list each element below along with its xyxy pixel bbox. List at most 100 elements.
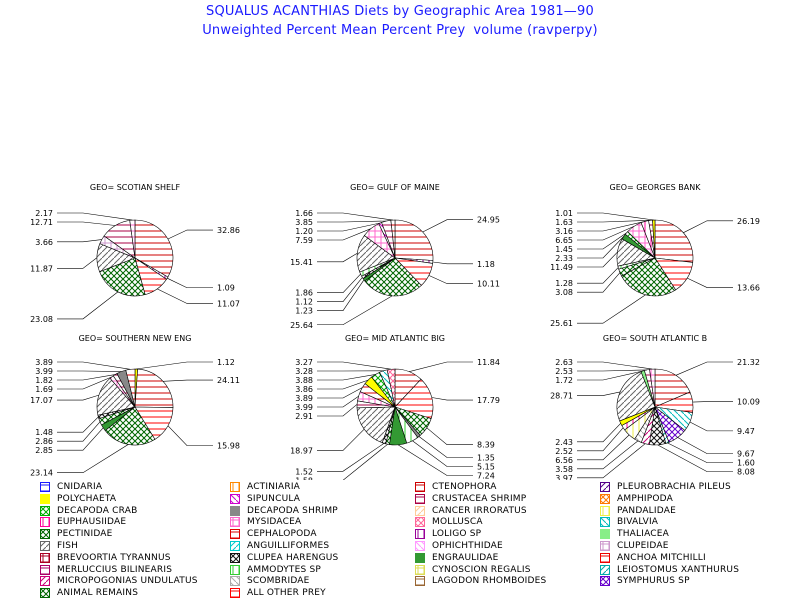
leader-line (317, 443, 385, 472)
legend-item-scombridae: SCOMBRIDAE (230, 575, 310, 587)
leader-line (57, 444, 129, 474)
slice-value-label: 11.49 (550, 263, 573, 272)
slice-value-label: 13.66 (737, 284, 760, 293)
legend-label: PECTINIDAE (57, 529, 113, 540)
slice-value-label: 1.12 (295, 298, 313, 307)
leader-line (577, 369, 648, 372)
legend-item-decapoda-crab: DECAPODA CRAB (40, 505, 137, 517)
legend-label: LEIOSTOMUS XANTHURUS (617, 564, 740, 575)
slice-value-label: 28.71 (550, 392, 573, 401)
pie-chart-5: GEO= MID ATLANTIC BIG 11.84 17.79 8.39 1.355… (290, 334, 500, 480)
leader-line (317, 252, 358, 263)
pie-chart-4: GEO= SOUTHERN NEW ENG 1.12 24.11 15.98 3.893… (30, 334, 240, 478)
leader-line (136, 361, 213, 370)
leader-line (426, 427, 473, 445)
legend-swatch (230, 493, 240, 504)
leader-line (167, 229, 213, 240)
slice-value-label: 2.17 (35, 209, 53, 218)
legend-swatch (600, 541, 610, 551)
legend-label: ANCHOA MITCHILLI (617, 552, 706, 563)
leader-line (57, 291, 119, 320)
slice-value-label: 1.72 (555, 376, 573, 385)
slice-value-label: 2.33 (555, 254, 573, 263)
slice-value-label: 2.85 (35, 446, 53, 455)
leader-line (577, 251, 618, 268)
slice-value-label: 3.58 (555, 465, 573, 474)
leader-line (577, 232, 627, 250)
leader-line (577, 427, 624, 452)
legend-label: CYNOSCION REGALIS (432, 564, 531, 575)
leader-line (577, 370, 643, 381)
legend-label: ACTINIARIA (247, 482, 301, 492)
slice-value-label: 3.88 (295, 376, 313, 385)
slice-value-label: 11.84 (477, 358, 500, 367)
slice-value-label: 24.95 (477, 216, 500, 225)
leader-line (317, 387, 363, 399)
leader-line (577, 226, 635, 241)
leader-line (667, 442, 733, 463)
slice-value-label: 2.43 (555, 438, 573, 447)
pie-title: GEO= SCOTIAN SHELF (90, 183, 181, 192)
slice-value-label: 8.39 (477, 441, 495, 450)
legend-item-animal-remains: ANIMAL REMAINS (40, 587, 138, 599)
slice-value-label: 3.89 (35, 358, 53, 367)
leader-line (317, 374, 376, 381)
leader-line (408, 361, 473, 372)
slice-value-label: 1.52 (295, 467, 313, 476)
leader-line (577, 294, 646, 324)
pie-chart-6: GEO= SOUTH ATLANTIC B21.3210.099.479.671… (550, 334, 760, 480)
legend-label: MOLLUSCA (432, 517, 483, 528)
legend-item-bivalvia: BIVALVIA (600, 516, 658, 528)
legend-item-all-other-prey: ALL OTHER PREY (230, 587, 326, 599)
legend-label: POLYCHAETA (57, 493, 117, 504)
leader-line (692, 401, 733, 403)
leader-line (577, 267, 619, 284)
legend-label: DECAPODA CRAB (57, 505, 138, 516)
slice-value-label: 10.09 (737, 398, 760, 407)
leader-line (317, 361, 392, 370)
pie-chart-2: GEO= GULF OF MAINE 24.95 1.18 10.11 1.663.85… (290, 183, 500, 330)
legend-swatch (230, 564, 240, 575)
legend-swatch (230, 505, 240, 516)
legend-label: PANDALIDAE (617, 505, 676, 516)
legend-item-ophichthidae: OPHICHTHIDAE (415, 540, 503, 552)
pie-slice-all-other-prey (394, 378, 434, 420)
slice-value-label: 9.47 (737, 427, 755, 436)
legend-item-fish: FISH (40, 540, 78, 552)
legend-swatch (600, 564, 610, 575)
legend-swatch (40, 588, 50, 599)
slice-value-label: 6.56 (555, 456, 573, 465)
legend-swatch (600, 493, 610, 504)
legend-swatch (415, 552, 425, 563)
legend-label: ALL OTHER PREY (247, 588, 326, 599)
legend-swatch (230, 529, 240, 540)
leader-line (57, 427, 104, 451)
slice-value-label: 1.48 (35, 428, 53, 437)
legend-item-merluccius-bilinearis: MERLUCCIUS BILINEARIS (40, 564, 172, 576)
legend-swatch (415, 541, 425, 551)
leader-line (687, 277, 733, 288)
legend-swatch (230, 588, 240, 599)
slice-value-label: 32.86 (217, 226, 240, 235)
leader-line (577, 220, 651, 223)
leader-line (431, 397, 473, 401)
legend-item-actiniaria: ACTINIARIA (230, 481, 300, 493)
legend-label: PLEUROBRACHIA PILEUS (617, 482, 731, 492)
leader-line (57, 421, 101, 442)
legend-label: CTENOPHORA (432, 482, 497, 492)
legend-label: CANCER IRRORATUS (432, 505, 527, 516)
slice-value-label: 2.63 (555, 358, 573, 367)
legend-item-cancer-irroratus: CANCER IRRORATUS (415, 505, 527, 517)
leader-line (57, 394, 99, 401)
legend-item-polychaeta: POLYCHAETA (40, 493, 116, 505)
legend-label: THALIACEA (617, 529, 670, 540)
legend-swatch (415, 517, 425, 528)
leader-line (157, 288, 213, 304)
slice-value-label: 1.35 (477, 454, 495, 463)
legend-item-thaliacea: THALIACEA (600, 528, 669, 540)
leader-line (57, 361, 131, 370)
legend-item-pleurobrachia-pileus: PLEUROBRACHIA PILEUS (600, 481, 731, 493)
pie-slice-ctenophora (134, 368, 174, 408)
legend-item-mollusca: MOLLUSCA (415, 516, 483, 528)
leader-line (57, 376, 112, 390)
